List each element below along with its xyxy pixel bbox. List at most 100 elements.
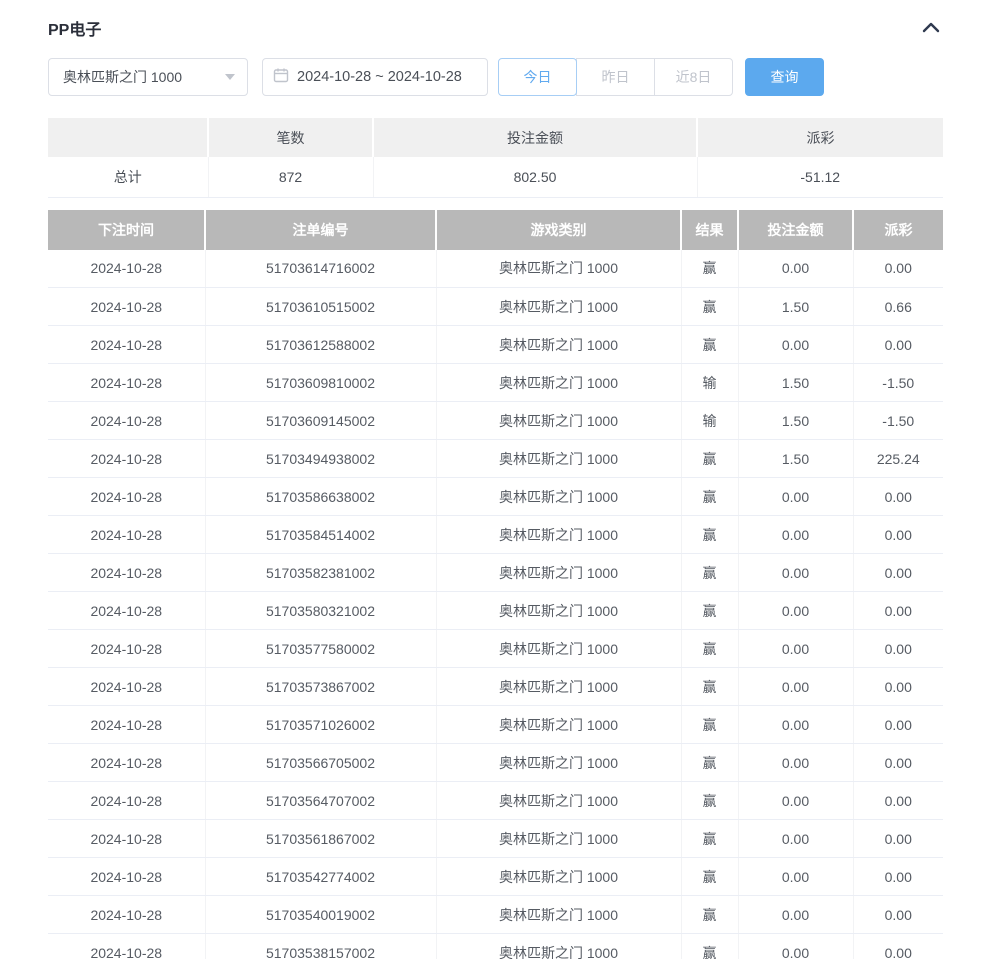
result-cell: 赢 <box>681 477 739 516</box>
result-cell: 赢 <box>681 819 739 858</box>
result-cell: 赢 <box>681 325 739 364</box>
bet-time-cell: 2024-10-28 <box>48 933 206 959</box>
payout-cell: 0.00 <box>853 515 943 554</box>
summary-col-blank <box>48 118 209 157</box>
bet-amount-cell: 1.50 <box>738 439 854 478</box>
table-row: 2024-10-28 51703538157002 奥林匹斯之门 1000 赢 0.00… <box>48 933 943 959</box>
bet-amount-cell: 0.00 <box>738 553 854 592</box>
payout-cell: 0.00 <box>853 819 943 858</box>
last-8-days-button[interactable]: 近8日 <box>654 58 733 96</box>
result-cell: 赢 <box>681 781 739 820</box>
result-cell: 赢 <box>681 933 739 959</box>
payout-cell: 0.00 <box>853 667 943 706</box>
table-row: 2024-10-28 51703542774002 奥林匹斯之门 1000 赢 0.00… <box>48 857 943 896</box>
result-cell: 赢 <box>681 667 739 706</box>
payout-cell: 0.00 <box>853 933 943 959</box>
table-row: 2024-10-28 51703609145002 奥林匹斯之门 1000 输 1.50… <box>48 401 943 440</box>
search-button[interactable]: 查询 <box>745 58 824 96</box>
bet-time-cell: 2024-10-28 <box>48 515 206 554</box>
quick-date-button-group: 今日 昨日 近8日 <box>498 58 733 96</box>
payout-cell: -1.50 <box>853 363 943 402</box>
bet-amount-cell: 0.00 <box>738 781 854 820</box>
table-row: 2024-10-28 51703609810002 奥林匹斯之门 1000 输 1.50… <box>48 363 943 402</box>
table-row: 2024-10-28 51703577580002 奥林匹斯之门 1000 赢 0.00… <box>48 629 943 668</box>
chevron-up-icon <box>922 21 940 36</box>
bet-time-cell: 2024-10-28 <box>48 705 206 744</box>
table-row: 2024-10-28 51703494938002 奥林匹斯之门 1000 赢 1.50… <box>48 439 943 478</box>
game-type-cell: 奥林匹斯之门 1000 <box>436 857 682 896</box>
game-type-cell: 奥林匹斯之门 1000 <box>436 933 682 959</box>
col-bet-time: 下注时间 <box>48 209 206 250</box>
table-row: 2024-10-28 51703584514002 奥林匹斯之门 1000 赢 0.00… <box>48 515 943 554</box>
table-row: 2024-10-28 51703566705002 奥林匹斯之门 1000 赢 0.00… <box>48 743 943 782</box>
game-type-cell: 奥林匹斯之门 1000 <box>436 439 682 478</box>
date-range-input[interactable]: 2024-10-28 ~ 2024-10-28 <box>262 58 488 96</box>
bet-amount-cell: 0.00 <box>738 743 854 782</box>
bet-time-cell: 2024-10-28 <box>48 895 206 934</box>
bet-amount-cell: 0.00 <box>738 857 854 896</box>
game-type-cell: 奥林匹斯之门 1000 <box>436 401 682 440</box>
game-type-cell: 奥林匹斯之门 1000 <box>436 249 682 288</box>
bet-amount-cell: 0.00 <box>738 895 854 934</box>
table-row: 2024-10-28 51703582381002 奥林匹斯之门 1000 赢 0.00… <box>48 553 943 592</box>
result-cell: 赢 <box>681 515 739 554</box>
result-cell: 赢 <box>681 591 739 630</box>
summary-total-payout: -51.12 <box>697 157 943 198</box>
summary-header-row: 笔数 投注金额 派彩 <box>48 118 943 157</box>
game-type-cell: 奥林匹斯之门 1000 <box>436 287 682 326</box>
bet-id-cell: 51703571026002 <box>205 705 437 744</box>
result-cell: 赢 <box>681 249 739 288</box>
bet-time-cell: 2024-10-28 <box>48 857 206 896</box>
payout-cell: 0.00 <box>853 325 943 364</box>
result-cell: 赢 <box>681 705 739 744</box>
result-cell: 赢 <box>681 857 739 896</box>
bet-time-cell: 2024-10-28 <box>48 781 206 820</box>
bet-amount-cell: 0.00 <box>738 933 854 959</box>
game-type-cell: 奥林匹斯之门 1000 <box>436 743 682 782</box>
game-type-cell: 奥林匹斯之门 1000 <box>436 705 682 744</box>
col-result: 结果 <box>681 209 739 250</box>
table-row: 2024-10-28 51703614716002 奥林匹斯之门 1000 赢 0.00… <box>48 249 943 288</box>
bet-id-cell: 51703577580002 <box>205 629 437 668</box>
payout-cell: 0.00 <box>853 553 943 592</box>
bet-table-header-row: 下注时间 注单编号 游戏类别 结果 投注金额 派彩 <box>48 209 943 250</box>
result-cell: 赢 <box>681 439 739 478</box>
bet-time-cell: 2024-10-28 <box>48 439 206 478</box>
date-range-value: 2024-10-28 ~ 2024-10-28 <box>297 69 462 85</box>
yesterday-button[interactable]: 昨日 <box>576 58 655 96</box>
summary-total-bet-amount: 802.50 <box>373 157 698 198</box>
bet-amount-cell: 0.00 <box>738 705 854 744</box>
payout-cell: 225.24 <box>853 439 943 478</box>
summary-col-count: 笔数 <box>208 118 374 157</box>
bet-id-cell: 51703561867002 <box>205 819 437 858</box>
filter-bar: 奥林匹斯之门 1000 2024-10-28 ~ 2024-10-28 今日 昨… <box>48 58 943 96</box>
game-type-cell: 奥林匹斯之门 1000 <box>436 553 682 592</box>
col-payout: 派彩 <box>853 209 943 250</box>
bet-amount-cell: 0.00 <box>738 477 854 516</box>
page-title: PP电子 <box>48 22 102 39</box>
bet-id-cell: 51703580321002 <box>205 591 437 630</box>
bet-time-cell: 2024-10-28 <box>48 667 206 706</box>
game-type-cell: 奥林匹斯之门 1000 <box>436 363 682 402</box>
col-bet-amount: 投注金额 <box>738 209 854 250</box>
bet-time-cell: 2024-10-28 <box>48 477 206 516</box>
summary-total-label: 总计 <box>48 157 209 198</box>
table-row: 2024-10-28 51703540019002 奥林匹斯之门 1000 赢 0.00… <box>48 895 943 934</box>
bet-amount-cell: 0.00 <box>738 667 854 706</box>
today-button[interactable]: 今日 <box>498 58 577 96</box>
game-select[interactable]: 奥林匹斯之门 1000 <box>48 58 248 96</box>
game-type-cell: 奥林匹斯之门 1000 <box>436 477 682 516</box>
col-bet-id: 注单编号 <box>205 209 437 250</box>
table-row: 2024-10-28 51703580321002 奥林匹斯之门 1000 赢 0.00… <box>48 591 943 630</box>
bet-amount-cell: 1.50 <box>738 287 854 326</box>
bet-amount-cell: 1.50 <box>738 401 854 440</box>
summary-total-row: 总计 872 802.50 -51.12 <box>48 157 943 198</box>
result-cell: 赢 <box>681 629 739 668</box>
result-cell: 赢 <box>681 895 739 934</box>
payout-cell: 0.00 <box>853 591 943 630</box>
collapse-button[interactable] <box>919 16 943 40</box>
bet-id-cell: 51703564707002 <box>205 781 437 820</box>
payout-cell: -1.50 <box>853 401 943 440</box>
bet-time-cell: 2024-10-28 <box>48 325 206 364</box>
